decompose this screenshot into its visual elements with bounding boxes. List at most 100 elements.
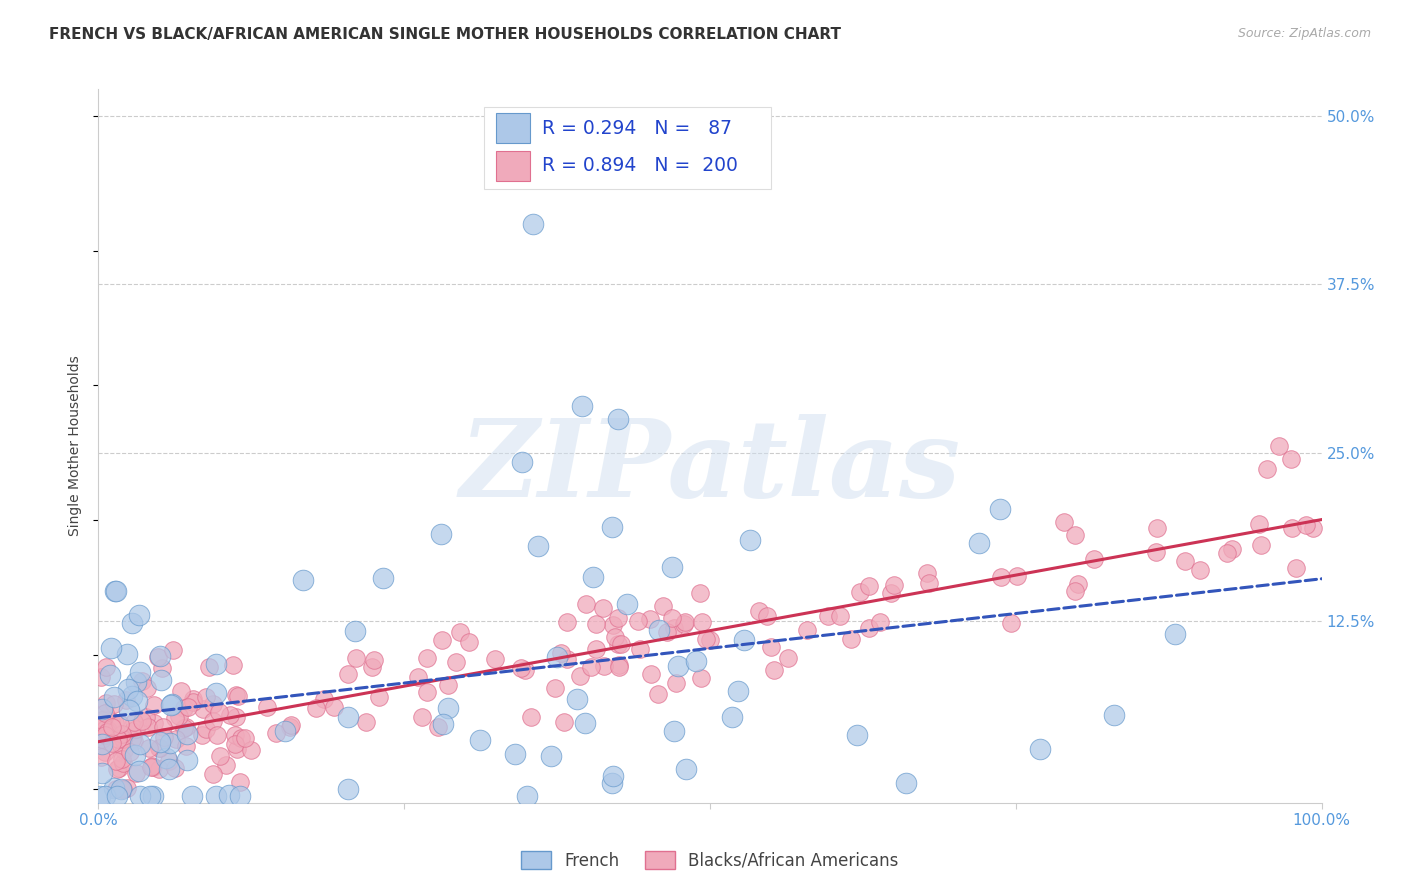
Point xyxy=(437,701,460,715)
Point xyxy=(337,781,360,796)
Point xyxy=(129,737,152,751)
Point xyxy=(239,743,262,757)
Point xyxy=(458,635,481,649)
Point xyxy=(204,657,226,671)
Point xyxy=(796,623,818,637)
Point xyxy=(627,614,650,628)
Point xyxy=(371,571,394,585)
Point xyxy=(191,728,214,742)
Text: R = 0.294   N =   87: R = 0.294 N = 87 xyxy=(543,119,733,138)
Point xyxy=(111,782,134,797)
Point xyxy=(1215,546,1237,560)
Point xyxy=(602,768,624,782)
Point xyxy=(673,617,696,632)
Point xyxy=(90,732,112,747)
Point xyxy=(225,688,247,702)
Point xyxy=(124,715,146,730)
Point xyxy=(571,399,593,413)
Point xyxy=(304,700,326,714)
Point xyxy=(165,731,187,746)
Point xyxy=(159,736,181,750)
Point xyxy=(148,741,170,756)
Point xyxy=(215,758,238,772)
Point xyxy=(101,736,124,750)
Point xyxy=(280,720,302,734)
Point xyxy=(129,665,152,680)
Point xyxy=(127,694,149,708)
Point xyxy=(174,739,197,753)
Point xyxy=(173,721,195,735)
Legend: French, Blacks/African Americans: French, Blacks/African Americans xyxy=(515,845,905,877)
Point xyxy=(91,713,114,727)
Point xyxy=(763,663,786,677)
Text: Source: ZipAtlas.com: Source: ZipAtlas.com xyxy=(1237,27,1371,40)
Point xyxy=(607,659,630,673)
Point xyxy=(628,642,651,657)
Point xyxy=(432,716,454,731)
Point xyxy=(138,740,160,755)
Point xyxy=(858,579,880,593)
Point xyxy=(1250,538,1272,552)
Point xyxy=(128,789,150,803)
Y-axis label: Single Mother Households: Single Mother Households xyxy=(69,356,83,536)
Point xyxy=(603,630,626,644)
Point xyxy=(104,583,127,598)
Point xyxy=(1256,462,1278,476)
Point xyxy=(96,660,118,674)
Point xyxy=(1102,708,1125,723)
Point xyxy=(585,616,607,631)
Point xyxy=(226,689,249,703)
Point xyxy=(363,653,385,667)
Point xyxy=(146,649,169,664)
Point xyxy=(136,720,159,734)
Point xyxy=(107,731,129,746)
Point xyxy=(181,692,204,706)
Point xyxy=(1146,521,1168,535)
Point xyxy=(143,698,166,712)
FancyBboxPatch shape xyxy=(484,107,772,189)
Point xyxy=(131,714,153,728)
Point xyxy=(165,761,187,775)
Point xyxy=(607,611,630,625)
Point xyxy=(91,701,114,715)
Point xyxy=(98,667,121,681)
Point xyxy=(100,640,122,655)
Point xyxy=(170,683,193,698)
Point xyxy=(125,675,148,690)
Point xyxy=(657,625,679,640)
Point xyxy=(124,748,146,763)
Point xyxy=(640,667,662,681)
Point xyxy=(1164,627,1187,641)
Point xyxy=(104,715,127,730)
Point xyxy=(607,637,630,651)
Point xyxy=(91,737,114,751)
Point xyxy=(695,632,717,646)
Point xyxy=(685,655,707,669)
Point xyxy=(430,632,453,647)
Point xyxy=(648,623,671,637)
Point xyxy=(176,726,198,740)
Point xyxy=(228,774,250,789)
Point xyxy=(124,734,146,748)
Point xyxy=(527,539,550,553)
Point xyxy=(225,710,247,724)
Point xyxy=(222,658,245,673)
Point xyxy=(689,585,711,599)
Point xyxy=(94,696,117,710)
Point xyxy=(675,762,697,776)
Point xyxy=(1249,517,1271,532)
Point xyxy=(1268,439,1291,453)
Text: R = 0.894   N =  200: R = 0.894 N = 200 xyxy=(543,156,738,175)
Point xyxy=(733,633,755,648)
Point xyxy=(111,756,134,770)
Point xyxy=(845,729,868,743)
Point xyxy=(205,728,228,742)
Point xyxy=(343,624,366,638)
Point xyxy=(582,570,605,584)
Point xyxy=(160,698,183,713)
Point xyxy=(115,781,138,796)
Point xyxy=(640,612,662,626)
Point xyxy=(125,765,148,780)
Point xyxy=(406,670,429,684)
Point xyxy=(142,760,165,774)
